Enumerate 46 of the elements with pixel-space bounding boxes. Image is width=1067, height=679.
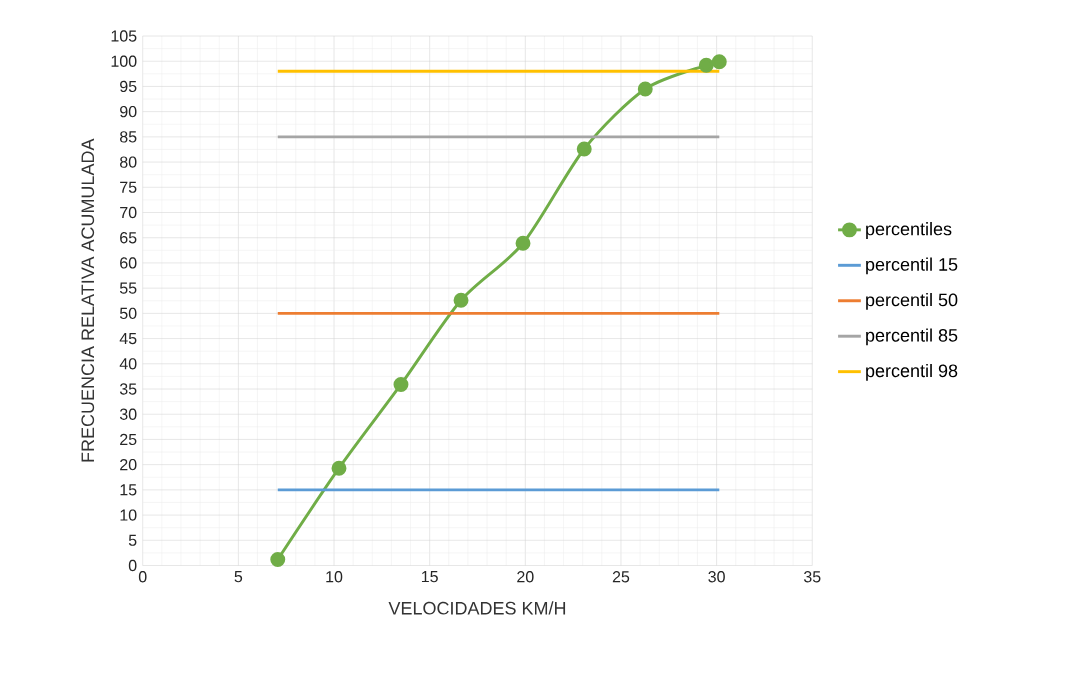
x-tick-label: 30 xyxy=(708,571,725,583)
x-tick-label: 10 xyxy=(326,571,343,583)
y-tick-label: 30 xyxy=(119,408,137,420)
point xyxy=(515,235,531,251)
y-axis-title: FRECUENCIA RELATIVA ACUMULADA xyxy=(81,138,95,462)
legend-label: percentil 98 xyxy=(866,364,958,381)
y-tick-label: 45 xyxy=(119,333,137,345)
point xyxy=(698,57,714,73)
point xyxy=(270,552,286,567)
y-tick-label: 105 xyxy=(111,30,137,42)
y-tick-label: 15 xyxy=(120,484,137,496)
x-tick-label: 0 xyxy=(138,571,147,583)
x-tick-label: 15 xyxy=(421,571,438,583)
y-tick-label: 25 xyxy=(120,433,137,446)
y-tick-label: 20 xyxy=(120,459,137,471)
point xyxy=(711,54,727,70)
y-tick-label: 35 xyxy=(119,383,137,395)
y-tick-label: 100 xyxy=(111,55,137,67)
point xyxy=(576,141,592,157)
y-tick-label: 60 xyxy=(120,257,137,269)
y-tick-label: 40 xyxy=(119,358,137,370)
y-tick-label: 75 xyxy=(120,181,137,193)
y-tick-label: 85 xyxy=(120,131,137,143)
y-tick-label: 70 xyxy=(120,206,137,219)
point xyxy=(331,460,347,476)
y-tick-label: 95 xyxy=(120,80,137,93)
y-tick-label: 10 xyxy=(120,509,137,521)
y-tick-label: 5 xyxy=(128,534,137,546)
y-tick-label: 90 xyxy=(120,106,137,118)
legend-label: percentil 50 xyxy=(866,293,958,310)
x-axis-title: VELOCIDADES KM/H xyxy=(388,601,566,615)
y-tick-label: 55 xyxy=(119,282,137,294)
legend-label: percentil 15 xyxy=(866,257,958,275)
y-tick-label: 50 xyxy=(119,307,137,320)
x-tick-label: 20 xyxy=(517,571,534,583)
y-tick-label: 65 xyxy=(120,232,137,244)
y-tick-label: 0 xyxy=(128,559,137,572)
point xyxy=(393,377,409,392)
legend-label: percentil 85 xyxy=(866,328,958,346)
point xyxy=(453,292,469,308)
y-tick-label: 80 xyxy=(120,156,137,168)
x-tick-label: 5 xyxy=(234,571,243,583)
point xyxy=(637,81,653,97)
x-tick-label: 25 xyxy=(612,571,630,583)
x-tick-label: 35 xyxy=(803,571,821,583)
legend-label: percentiles xyxy=(866,222,952,239)
